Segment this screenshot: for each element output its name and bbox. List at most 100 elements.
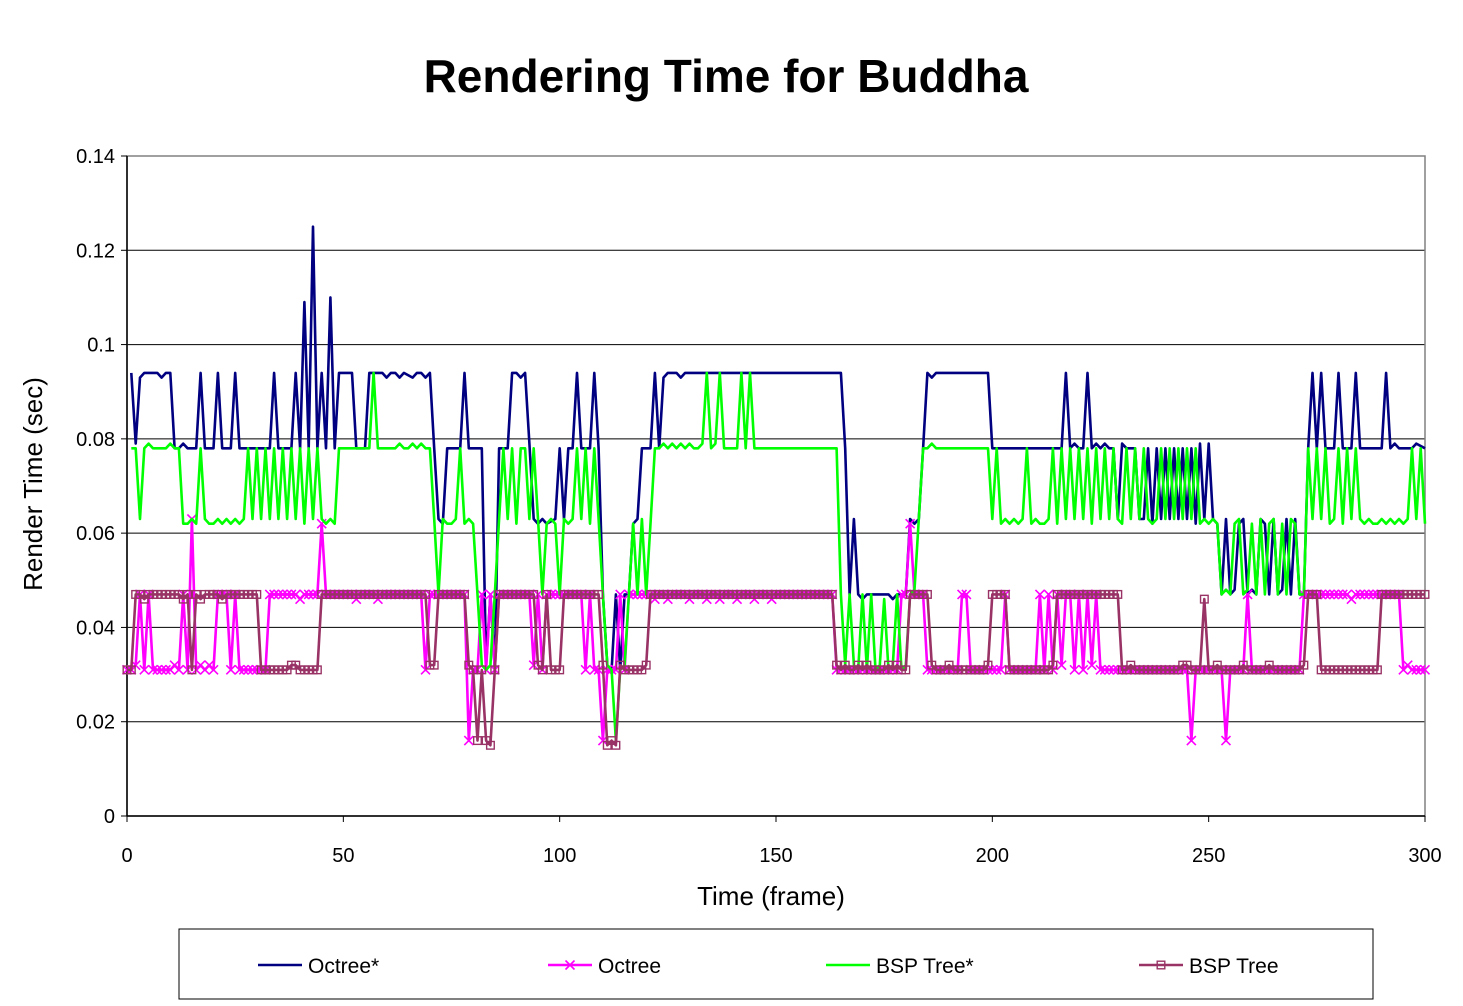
data-point xyxy=(905,518,916,529)
data-point xyxy=(983,660,993,670)
data-point xyxy=(1406,664,1418,675)
data-point xyxy=(238,664,249,675)
data-point xyxy=(299,589,310,600)
data-point xyxy=(307,589,319,600)
y-axis-label: Render Time (sec) xyxy=(18,377,48,591)
data-point xyxy=(1333,589,1344,600)
data-point xyxy=(956,589,968,600)
data-point xyxy=(594,589,604,599)
y-axis-ticks: 0 0.02 0.04 0.06 0.08 0.1 0.12 0.14 xyxy=(76,146,127,828)
data-point xyxy=(611,740,621,750)
data-point xyxy=(264,589,275,600)
data-point xyxy=(243,664,254,675)
y-tick-label: 0.02 xyxy=(76,712,115,734)
x-tick-label: 150 xyxy=(759,845,792,867)
legend-marker xyxy=(1156,960,1166,970)
data-point xyxy=(922,664,933,675)
data-point xyxy=(420,664,431,675)
legend-marker xyxy=(564,959,576,971)
data-point xyxy=(1199,594,1209,604)
data-point xyxy=(1411,664,1422,675)
data-point xyxy=(1195,665,1205,675)
data-point xyxy=(589,664,600,675)
data-point xyxy=(1363,589,1374,600)
legend-label: BSP Tree* xyxy=(876,955,974,978)
chart-title: Rendering Time for Buddha xyxy=(424,50,1029,102)
data-point xyxy=(472,736,482,746)
data-point xyxy=(1056,660,1067,671)
data-point xyxy=(1329,589,1340,600)
x-tick-label: 50 xyxy=(332,845,354,867)
data-point xyxy=(156,664,167,675)
data-point xyxy=(1043,589,1054,600)
data-point xyxy=(1420,589,1430,599)
data-point xyxy=(987,664,998,675)
series-octree-star xyxy=(130,225,1426,672)
x-tick-label: 100 xyxy=(543,845,576,867)
legend-item-octree: Octree xyxy=(548,955,661,978)
data-point xyxy=(1299,660,1309,670)
series-bsp-tree-star xyxy=(131,371,1427,742)
legend-label: Octree* xyxy=(308,955,379,978)
data-point xyxy=(1312,589,1322,599)
data-point xyxy=(421,589,431,599)
series-bsp-tree xyxy=(122,589,1430,750)
data-point xyxy=(273,589,284,600)
data-point xyxy=(615,589,626,600)
data-point xyxy=(901,665,911,675)
data-point xyxy=(269,589,280,600)
data-point xyxy=(312,665,322,675)
series-line-bsp-tree-star xyxy=(131,371,1427,742)
data-point xyxy=(303,589,314,600)
data-point xyxy=(529,589,539,599)
data-point xyxy=(1372,665,1382,675)
data-point xyxy=(593,664,604,675)
legend-item-bsp-tree: BSP Tree xyxy=(1139,955,1279,978)
data-point xyxy=(147,664,159,675)
data-point xyxy=(1355,589,1366,600)
grid xyxy=(127,249,1425,723)
data-point xyxy=(827,589,837,599)
data-point xyxy=(1368,589,1379,600)
data-point xyxy=(598,660,608,670)
data-point xyxy=(477,665,487,675)
y-tick-label: 0 xyxy=(104,806,115,828)
data-point xyxy=(1350,589,1361,600)
legend: Octree* Octree BSP Tree* BSP Tree xyxy=(178,928,1374,1000)
data-point xyxy=(1359,589,1370,600)
data-point xyxy=(922,589,932,599)
legend-item-octree-star: Octree* xyxy=(258,955,379,978)
y-tick-label: 0.04 xyxy=(76,617,115,639)
data-point xyxy=(282,589,293,600)
data-point xyxy=(126,665,136,675)
legend-label: Octree xyxy=(598,955,661,978)
data-point xyxy=(1108,664,1119,675)
data-point xyxy=(555,665,565,675)
data-point xyxy=(173,664,184,675)
data-point xyxy=(1324,589,1335,600)
legend-label: BSP Tree xyxy=(1189,955,1279,978)
data-point xyxy=(152,664,163,675)
data-point xyxy=(961,589,972,600)
x-tick-label: 0 xyxy=(121,845,132,867)
data-point xyxy=(459,589,469,599)
data-point xyxy=(490,665,500,675)
x-tick-label: 300 xyxy=(1408,845,1441,867)
data-point xyxy=(1320,589,1331,600)
x-axis-label: Time (frame) xyxy=(697,881,845,911)
x-tick-label: 200 xyxy=(976,845,1009,867)
data-point xyxy=(160,664,172,675)
x-tick-label: 250 xyxy=(1192,845,1225,867)
data-point xyxy=(1113,589,1123,599)
y-tick-label: 0.1 xyxy=(87,335,115,357)
data-point xyxy=(252,589,262,599)
data-point xyxy=(187,665,197,675)
data-point xyxy=(1086,660,1097,671)
series-layer xyxy=(121,225,1431,750)
x-axis-ticks: 0 50 100 150 200 250 300 xyxy=(121,156,1442,867)
data-point xyxy=(991,664,1002,675)
data-point xyxy=(183,589,193,599)
